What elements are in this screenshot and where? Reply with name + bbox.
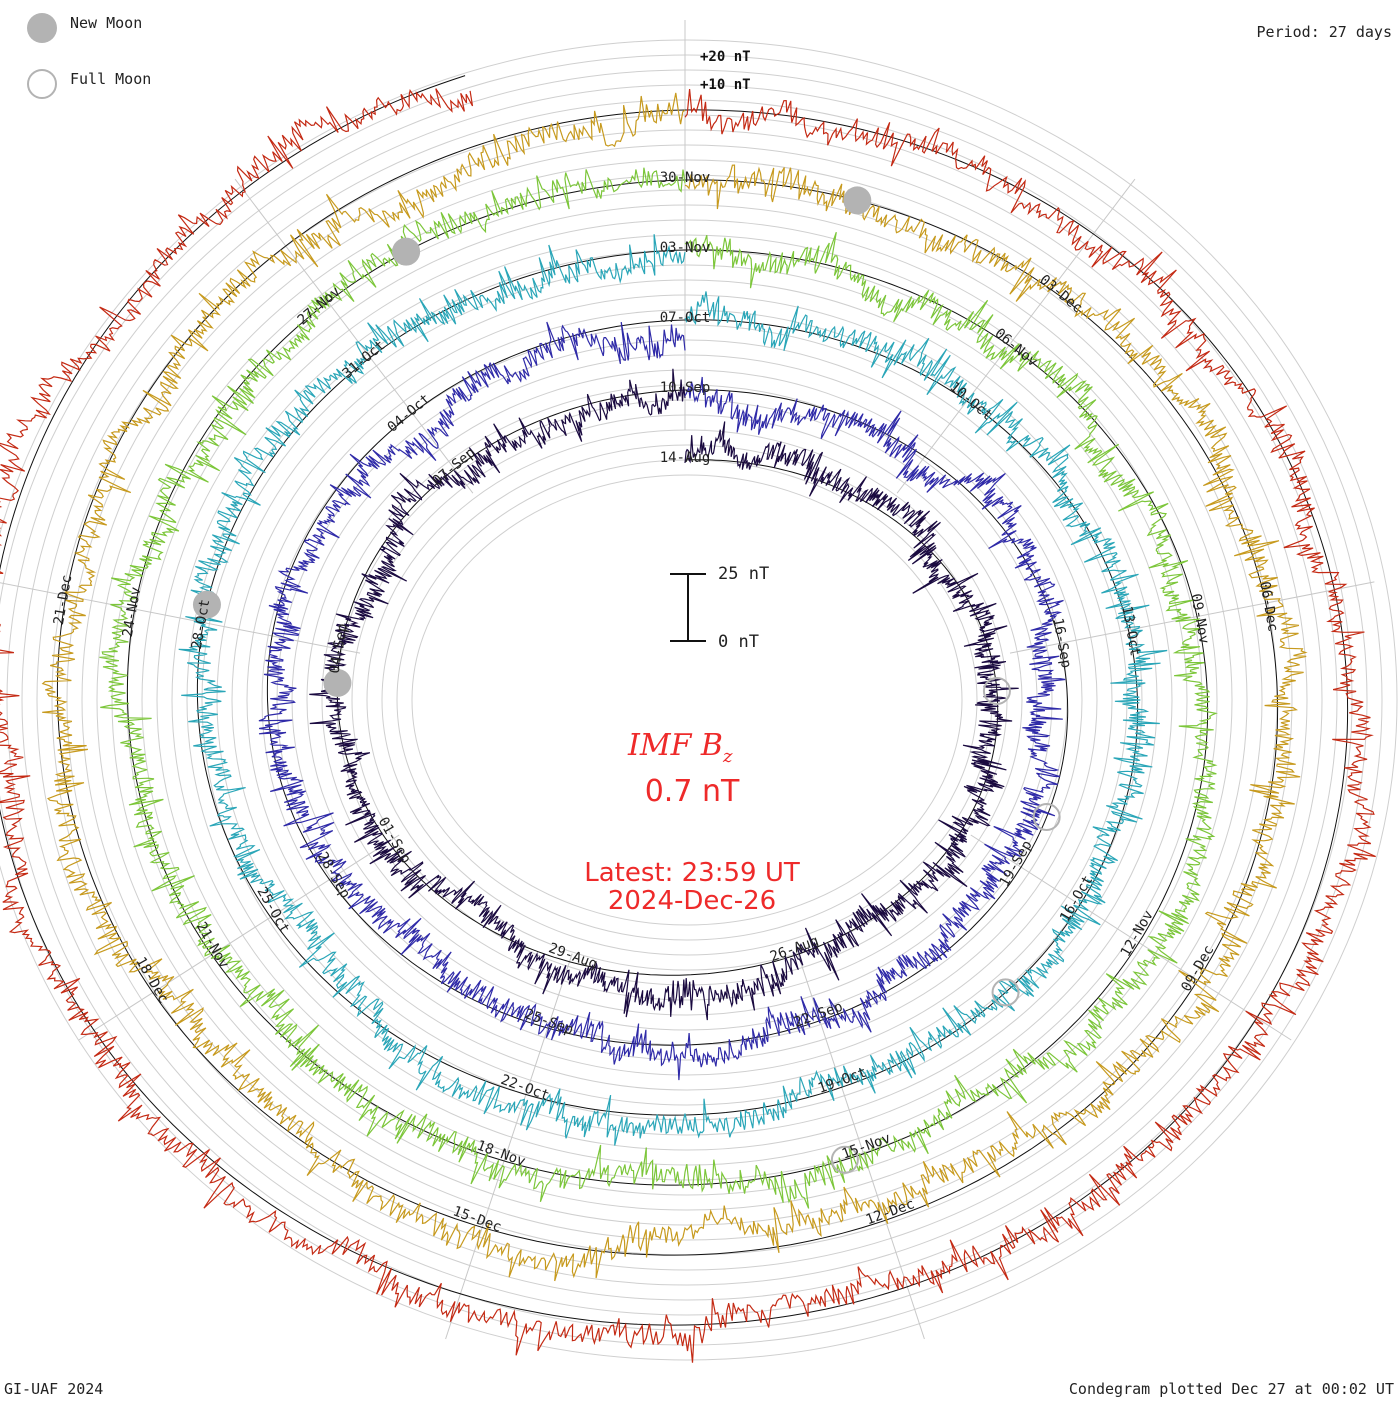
grid-ring — [0, 39, 1398, 1361]
title-subscript: z — [722, 746, 733, 767]
grid-ring — [6, 69, 1368, 1331]
grid-spoke — [0, 582, 361, 654]
date-label: 09-Dec — [1178, 943, 1217, 995]
grid-ring — [231, 294, 1143, 1106]
date-label: 22-Oct — [498, 1072, 551, 1104]
ring-baseline — [56, 109, 1279, 1256]
date-label: 10-Oct — [946, 379, 995, 424]
grid-ring — [261, 324, 1113, 1076]
date-label: 10-Sep — [660, 380, 711, 396]
grid-ring — [126, 189, 1248, 1211]
date-label: 19-Oct — [816, 1064, 869, 1096]
grid-ring — [246, 309, 1128, 1091]
grid-layer — [0, 20, 1398, 1361]
grid-ring — [306, 369, 1068, 1031]
new-moon-label: New Moon — [70, 14, 143, 32]
ring-scale-label-10: +10 nT — [700, 77, 751, 93]
grid-ring — [66, 129, 1308, 1271]
ring-baseline — [126, 179, 1209, 1186]
series-sep — [258, 321, 1066, 1081]
ring-baseline — [336, 389, 999, 976]
date-label: 03-Nov — [660, 240, 711, 256]
date-label: 14-Aug — [660, 450, 711, 466]
grid-spoke — [896, 178, 1136, 494]
grid-spoke — [234, 178, 474, 494]
date-label: 04-Sep — [327, 622, 352, 675]
date-label: 07-Oct — [660, 310, 711, 326]
full-moon-marker — [991, 978, 1020, 1007]
grid-ring — [381, 444, 993, 956]
full-moon-label: Full Moon — [70, 70, 152, 88]
new-moon-marker — [192, 590, 221, 619]
ring-baseline — [266, 319, 1069, 1046]
plotted-label: Condegram plotted Dec 27 at 00:02 UT — [1068, 1380, 1394, 1398]
grid-spoke — [970, 834, 1292, 1041]
moon-markers — [192, 186, 1061, 1174]
full-moon-icon — [27, 69, 57, 99]
grid-ring — [276, 339, 1098, 1061]
grid-ring — [141, 204, 1233, 1196]
grid-ring — [156, 219, 1218, 1181]
new-moon-icon — [27, 13, 57, 43]
credit-label: GI-UAF 2024 — [4, 1380, 104, 1398]
series-aug-sep — [309, 368, 1019, 1021]
grid-ring — [111, 174, 1263, 1226]
grid-spoke — [1009, 581, 1375, 654]
ring-scale-label-20: +20 nT — [700, 49, 751, 65]
new-moon-marker — [843, 186, 872, 215]
grid-ring — [411, 474, 963, 926]
current-value: 0.7 nT — [644, 774, 740, 809]
ring-baseline — [0, 75, 1349, 1326]
grid-ring — [36, 99, 1338, 1301]
grid-spoke — [78, 834, 400, 1041]
series-dec-b — [0, 88, 1376, 1363]
series-oct — [178, 234, 1168, 1146]
scale-bar — [670, 573, 706, 642]
latest-date: 2024-Dec-26 — [607, 886, 777, 916]
grid-ring — [336, 399, 1038, 1001]
date-label: 30-Nov — [660, 170, 711, 186]
scale-bottom-label: 0 nT — [718, 632, 759, 652]
scale-top-label: 25 nT — [718, 564, 770, 584]
grid-ring — [201, 264, 1173, 1136]
new-moon-marker — [323, 668, 352, 697]
latest-time: Latest: 23:59 UT — [584, 858, 800, 888]
date-label: 16-Sep — [1049, 617, 1074, 670]
series-layer — [0, 88, 1376, 1363]
chart-title: IMF Bz — [628, 728, 732, 767]
series-dec-a — [41, 92, 1308, 1282]
grid-ring — [21, 84, 1353, 1316]
full-moon-marker — [982, 677, 1011, 706]
full-moon-marker — [830, 1145, 859, 1174]
period-label: Period: 27 days — [1256, 23, 1392, 41]
date-label: 22-Sep — [792, 999, 845, 1031]
title-variable: IMF B — [628, 728, 723, 763]
new-moon-marker — [392, 237, 421, 266]
date-label: 06-Dec — [1256, 580, 1281, 633]
grid-ring — [321, 384, 1053, 1016]
date-label: 03-Dec — [1036, 272, 1085, 317]
full-moon-marker — [1032, 803, 1061, 832]
series-nov — [99, 167, 1218, 1209]
grid-spoke — [445, 953, 573, 1340]
